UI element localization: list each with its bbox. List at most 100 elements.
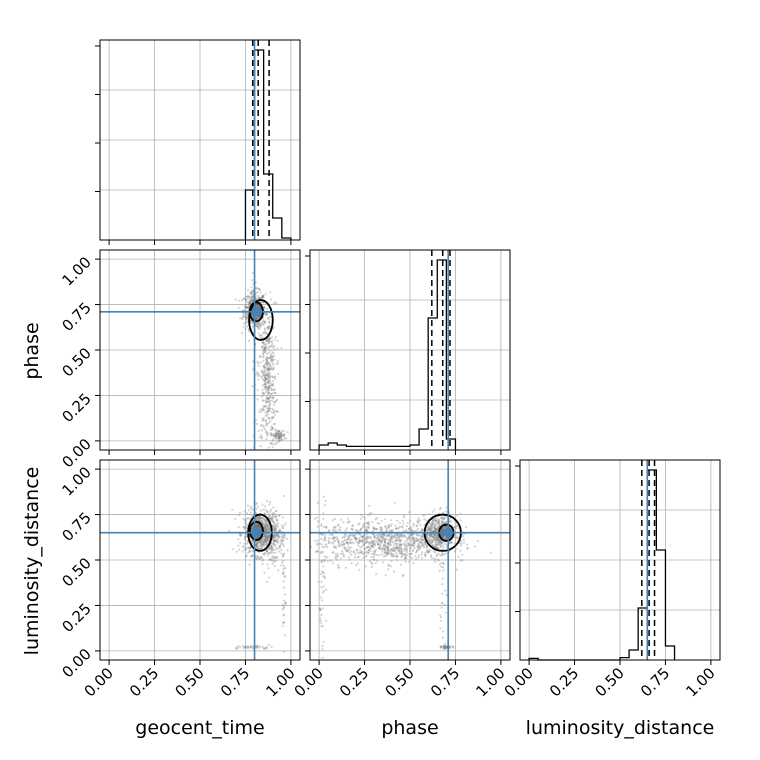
scatter-geocent-time-phase-point-734 [270,356,273,359]
scatter-geocent-time-phase-point-886 [265,395,268,398]
scatter-geocent-time-phase-point-328 [251,295,254,298]
scatter-phase-luminosity-distance-point-167 [355,564,358,567]
scatter-phase-luminosity-distance-point-603 [376,559,379,562]
scatter-geocent-time-luminosity-distance-point-49 [255,507,258,510]
scatter-geocent-time-phase-point-813 [263,331,266,334]
scatter-phase-luminosity-distance-point-335 [326,546,329,549]
scatter-phase-luminosity-distance-point-474 [360,545,364,548]
scatter-geocent-time-phase-point-722 [274,392,277,395]
scatter-phase-luminosity-distance-point-121 [402,529,405,532]
scatter-phase-luminosity-distance-point-1409 [320,580,323,583]
scatter-phase-luminosity-distance-point-552 [377,546,380,550]
scatter-phase-luminosity-distance-point-887 [396,534,399,537]
scatter-geocent-time-phase-point-574 [264,414,267,417]
scatter-geocent-time-luminosity-distance-point-730 [260,543,263,547]
scatter-geocent-time-phase-point-947 [279,438,283,441]
scatter-geocent-time-luminosity-distance-point-878 [267,552,270,555]
scatter-geocent-time-phase-point-274 [248,304,251,308]
scatter-geocent-time-phase-point-21 [251,325,254,328]
scatter-phase-luminosity-distance-point-436 [373,550,376,553]
scatter-geocent-time-phase-point-866 [256,322,259,326]
scatter-geocent-time-phase-point-946 [280,434,283,437]
scatter-geocent-time-luminosity-distance-point-504 [243,537,246,540]
scatter-geocent-time-phase-point-463 [246,306,249,309]
scatter-phase-luminosity-distance-point-491 [372,555,375,559]
scatter-phase-luminosity-distance-point-1415 [321,591,324,594]
scatter-geocent-time-phase-point-716 [267,446,270,449]
scatter-phase-luminosity-distance-point-767 [380,533,383,536]
scatter-phase-luminosity-distance-point-713 [367,536,370,539]
scatter-geocent-time-luminosity-distance-point-981 [249,646,252,649]
scatter-geocent-time-phase-point-909 [270,365,273,368]
scatter-geocent-time-luminosity-distance-point-680 [264,524,267,527]
scatter-geocent-time-phase-point-687 [256,398,259,401]
scatter-geocent-time-luminosity-distance-point-807 [264,539,267,542]
scatter-phase-luminosity-distance-point-1421 [320,622,323,625]
scatter-geocent-time-luminosity-distance-point-302 [255,546,258,550]
scatter-geocent-time-phase-point-1017 [274,434,277,438]
scatter-geocent-time-luminosity-distance-point-109 [263,535,266,538]
scatter-geocent-time-luminosity-distance-point-473 [270,517,273,520]
scatter-phase-luminosity-distance-point-640 [380,536,383,539]
scatter-phase-luminosity-distance-point-815 [358,522,361,525]
scatter-phase-luminosity-distance-point-827 [333,546,336,549]
scatter-geocent-time-luminosity-distance-point-194 [262,558,265,561]
scatter-geocent-time-phase-point-567 [275,302,278,305]
scatter-phase-luminosity-distance-point-450 [356,562,360,565]
scatter-phase-luminosity-distance-point-162 [359,517,362,520]
scatter-geocent-time-phase-point-801 [260,376,263,379]
scatter-phase-luminosity-distance-point-872 [401,526,404,529]
scatter-phase-luminosity-distance-point-865 [353,556,356,559]
scatter-phase-luminosity-distance-point-849 [400,539,403,542]
scatter-geocent-time-luminosity-distance-point-837 [272,540,275,543]
scatter-phase-luminosity-distance-point-860 [398,550,402,553]
scatter-geocent-time-luminosity-distance-point-1003 [281,608,284,611]
scatter-phase-luminosity-distance-point-1373 [433,527,436,530]
scatter-geocent-time-luminosity-distance-point-887 [283,536,286,540]
scatter-geocent-time-phase-point-982 [280,436,283,439]
scatter-geocent-time-luminosity-distance-point-613 [267,538,270,541]
scatter-geocent-time-phase-point-186 [262,320,266,323]
scatter-geocent-time-phase-point-50 [250,319,253,322]
scatter-geocent-time-luminosity-distance-point-623 [273,535,276,538]
scatter-geocent-time-luminosity-distance-point-877 [278,529,281,532]
scatter-phase-luminosity-distance-point-972 [459,512,462,515]
scatter-geocent-time-phase-point-662 [261,369,264,372]
scatter-phase-luminosity-distance-point-783 [338,542,341,545]
scatter-geocent-time-luminosity-distance-point-113 [258,557,261,560]
scatter-geocent-time-luminosity-distance-point-919 [273,534,276,537]
scatter-geocent-time-luminosity-distance-point-157 [265,540,268,543]
scatter-geocent-time-phase-point-844 [267,382,270,385]
scatter-geocent-time-luminosity-distance-point-622 [263,525,266,528]
scatter-geocent-time-phase-point-537 [266,363,269,366]
scatter-geocent-time-luminosity-distance-point-58 [266,527,269,530]
scatter-phase-luminosity-distance-point-988 [455,514,458,517]
scatter-geocent-time-luminosity-distance-point-366 [263,524,266,527]
scatter-geocent-time-phase-point-625 [261,352,264,355]
scatter-phase-luminosity-distance-point-1244 [431,540,434,543]
scatter-geocent-time-luminosity-distance-point-755 [263,533,266,537]
scatter-geocent-time-luminosity-distance-point-80 [255,544,258,547]
scatter-geocent-time-luminosity-distance-point-508 [273,535,276,538]
scatter-phase-luminosity-distance-point-870 [394,539,397,542]
scatter-geocent-time-phase-point-955 [278,436,281,439]
scatter-geocent-time-luminosity-distance-point-365 [259,540,262,543]
scatter-geocent-time-phase-point-963 [279,435,282,438]
scatter-geocent-time-luminosity-distance-point-6 [247,508,250,512]
scatter-geocent-time-luminosity-distance-point-4 [258,517,261,520]
scatter-geocent-time-phase-point-942 [271,439,274,442]
scatter-geocent-time-phase-point-849 [260,375,263,378]
scatter-geocent-time-luminosity-distance-point-958 [245,646,249,649]
scatter-geocent-time-phase-point-133 [255,304,258,307]
scatter-geocent-time-phase-point-395 [249,302,253,305]
scatter-geocent-time-luminosity-distance-point-959 [267,643,271,646]
scatter-geocent-time-phase-point-725 [263,328,266,331]
scatter-geocent-time-phase-point-613 [265,355,268,359]
scatter-phase-luminosity-distance-point-759 [429,554,432,557]
scatter-geocent-time-phase-point-993 [275,442,278,446]
scatter-geocent-time-luminosity-distance-point-45 [251,554,254,557]
scatter-geocent-time-luminosity-distance-point-706 [243,510,246,513]
scatter-geocent-time-phase-point-690 [264,399,267,402]
scatter-geocent-time-phase-point-649 [262,341,265,345]
scatter-geocent-time-luminosity-distance-point-830 [272,537,275,541]
